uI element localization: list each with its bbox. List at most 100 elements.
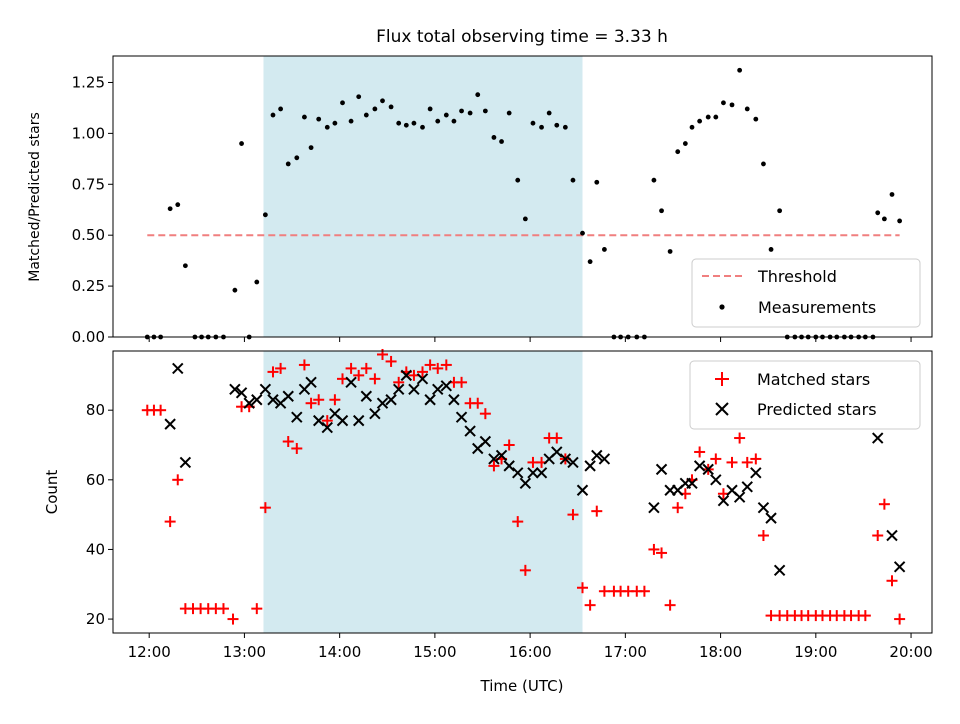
predicted-star-point: [733, 491, 746, 503]
measurement-point: [308, 145, 314, 151]
x-tick-label: 16:00: [509, 643, 552, 661]
matched-star-point: [551, 432, 563, 444]
measurement-point: [403, 122, 409, 128]
predicted-star-point: [392, 383, 405, 396]
measurement-point: [443, 112, 449, 118]
matched-star-point: [741, 456, 753, 468]
matched-star-point: [321, 415, 333, 427]
top-legend-box: [691, 258, 921, 328]
predicted-star-point: [455, 411, 468, 423]
predicted-star-point: [376, 397, 389, 409]
measurement-point: [881, 216, 887, 222]
matched-star-point: [353, 369, 365, 381]
matched-star-point: [734, 432, 746, 444]
measurement-point: [332, 120, 338, 126]
measurement-point: [682, 141, 688, 146]
x-tick-label: 20:00: [889, 643, 932, 661]
matched-star-point: [726, 456, 738, 468]
measurement-point: [659, 208, 664, 214]
legend-measurements-swatch: [719, 304, 725, 310]
predicted-star-point: [535, 467, 548, 479]
predicted-star-point: [765, 512, 777, 524]
measurement-point: [459, 108, 464, 114]
measurement-point: [451, 118, 457, 124]
measurement-point: [539, 124, 544, 130]
predicted-star-point: [559, 453, 572, 465]
measurement-point: [499, 139, 504, 144]
measurement-point: [522, 216, 528, 222]
predicted-star-point: [519, 477, 532, 490]
matched-star-point: [155, 404, 167, 416]
matched-star-point: [424, 359, 436, 371]
measurement-point: [675, 149, 681, 155]
measurement-point: [356, 94, 362, 100]
predicted-star-point: [512, 467, 524, 479]
matched-star-point: [259, 502, 271, 514]
predicted-star-point: [305, 376, 317, 389]
matched-star-point: [337, 373, 349, 385]
measurement-point: [554, 122, 560, 128]
predicted-star-point: [243, 397, 255, 409]
measurement-point: [580, 230, 585, 236]
bottom-axes-frame: [112, 350, 933, 634]
measurement-point: [475, 92, 481, 98]
predicted-star-point: [282, 390, 294, 402]
matched-star-point: [878, 498, 890, 510]
matched-star-point: [757, 530, 769, 542]
predicted-star-point: [448, 394, 460, 406]
matched-star-point: [385, 355, 397, 367]
predicted-star-point: [345, 376, 357, 389]
y-tick-label: 60: [86, 471, 105, 489]
matched-star-point: [503, 439, 515, 451]
predicted-star-point: [312, 414, 325, 427]
matched-star-point: [894, 613, 906, 625]
predicted-star-point: [464, 425, 476, 437]
predicted-star-point: [479, 435, 492, 448]
measurement-point: [182, 263, 188, 269]
predicted-star-point: [503, 460, 515, 472]
matched-star-point: [251, 603, 263, 615]
predicted-star-point: [352, 414, 365, 427]
predicted-star-point: [321, 421, 333, 434]
matched-star-point: [417, 366, 429, 378]
measurement-point: [889, 192, 895, 197]
x-tick-label: 12:00: [128, 643, 171, 661]
matched-star-point: [313, 394, 325, 406]
matched-stars-points: [141, 348, 906, 625]
predicted-star-point: [291, 411, 303, 423]
matched-star-point: [664, 599, 676, 611]
bottom-legend-box: [689, 360, 921, 430]
predicted-star-point: [591, 449, 603, 462]
y-tick-label: 0.25: [72, 277, 105, 295]
matched-star-point: [488, 460, 500, 472]
measurement-point: [262, 212, 268, 218]
predicted-star-point: [527, 467, 539, 479]
y-tick-label: 20: [86, 610, 105, 628]
matched-star-point: [432, 362, 444, 374]
measurement-point: [254, 279, 260, 285]
matched-star-point: [305, 397, 317, 409]
predicted-star-point: [267, 394, 279, 406]
measurement-point: [232, 287, 238, 293]
measurement-point: [753, 116, 759, 122]
predicted-star-point: [235, 387, 248, 399]
measurement-point: [546, 110, 552, 116]
predicted-star-point: [872, 432, 884, 444]
predicted-star-point: [584, 460, 596, 472]
measurement-point: [411, 120, 417, 126]
legend-threshold-label: Threshold: [757, 267, 837, 286]
x-tick-label: 18:00: [699, 643, 742, 661]
matched-star-point: [694, 446, 706, 458]
measurement-point: [667, 249, 673, 254]
measurement-point: [689, 124, 695, 130]
measurement-point: [270, 112, 276, 118]
measurement-point: [316, 116, 322, 122]
predicted-star-point: [773, 564, 786, 577]
predicted-star-point: [336, 414, 349, 427]
measurement-point: [435, 118, 441, 124]
x-tick-label: 13:00: [223, 643, 266, 661]
matched-star-point: [369, 373, 381, 385]
predicted-star-point: [757, 501, 770, 514]
